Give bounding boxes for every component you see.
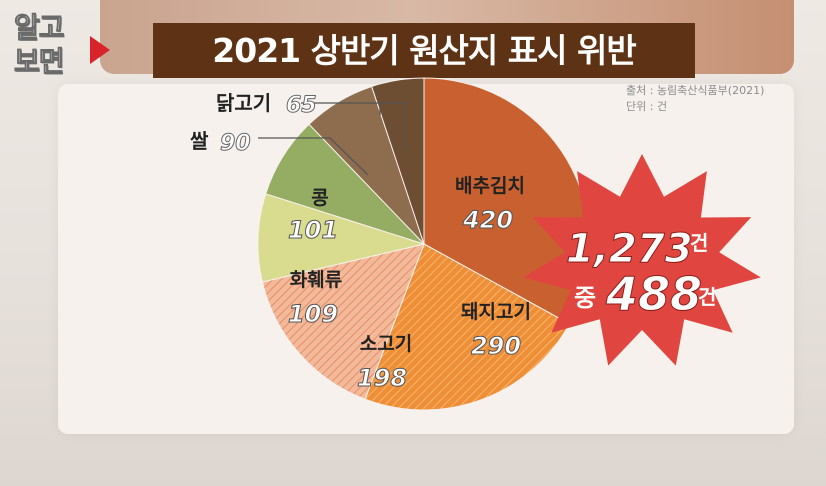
slice-value-kimchi: 420: [462, 206, 513, 234]
slice-value-beans: 101: [288, 216, 338, 244]
program-logo: 알고 보면: [10, 6, 90, 79]
slice-value-flowers: 109: [288, 300, 338, 328]
unit-line: 단위 : 건: [626, 100, 668, 113]
slice-value-chicken: 65: [286, 93, 317, 118]
pie-slice-1: [364, 243, 571, 411]
slice-label-beans: 콩: [311, 187, 328, 209]
pie-slice-3: [257, 193, 426, 283]
source-note: 출처 : 농림축산식품부(2021) 단위 : 건: [626, 83, 764, 115]
badge-sub-unit: 건: [698, 285, 716, 309]
pie-slices: [257, 77, 591, 411]
chart-title: 2021 상반기 원산지 표시 위반: [153, 23, 695, 78]
slice-value-rice: 90: [220, 131, 251, 156]
badge-total-value: 1,273: [566, 226, 693, 272]
badge-sub-value: 488: [605, 267, 702, 321]
logo-line-1: 알고: [14, 11, 66, 45]
slice-label-flowers: 화훼류: [290, 269, 342, 291]
slice-label-chicken: 닭고기: [216, 91, 271, 115]
leader-line-rice: [258, 137, 369, 176]
pie-slice-6: [371, 77, 425, 245]
slice-label-rice: 쌀: [190, 129, 209, 153]
leader-lines: [258, 102, 406, 176]
slice-value-pork: 290: [471, 332, 521, 360]
leader-line-chicken-tail: [380, 102, 406, 150]
source-line: 출처 : 농림축산식품부(2021): [626, 84, 765, 97]
logo-line-2: 보면: [14, 45, 66, 79]
slice-label-kimchi: 배추김치: [455, 175, 525, 197]
slice-label-pork: 돼지고기: [461, 301, 531, 323]
slice-value-beef: 198: [357, 364, 407, 392]
leader-line-chicken: [301, 102, 381, 115]
play-arrow-icon: [90, 36, 110, 64]
badge-sub-prefix: 중: [574, 284, 596, 312]
slice-label-beef: 소고기: [360, 333, 412, 355]
total-count-badge: [523, 154, 761, 366]
pie-slice-2: [261, 243, 425, 400]
badge-total-unit: 건: [690, 231, 708, 255]
